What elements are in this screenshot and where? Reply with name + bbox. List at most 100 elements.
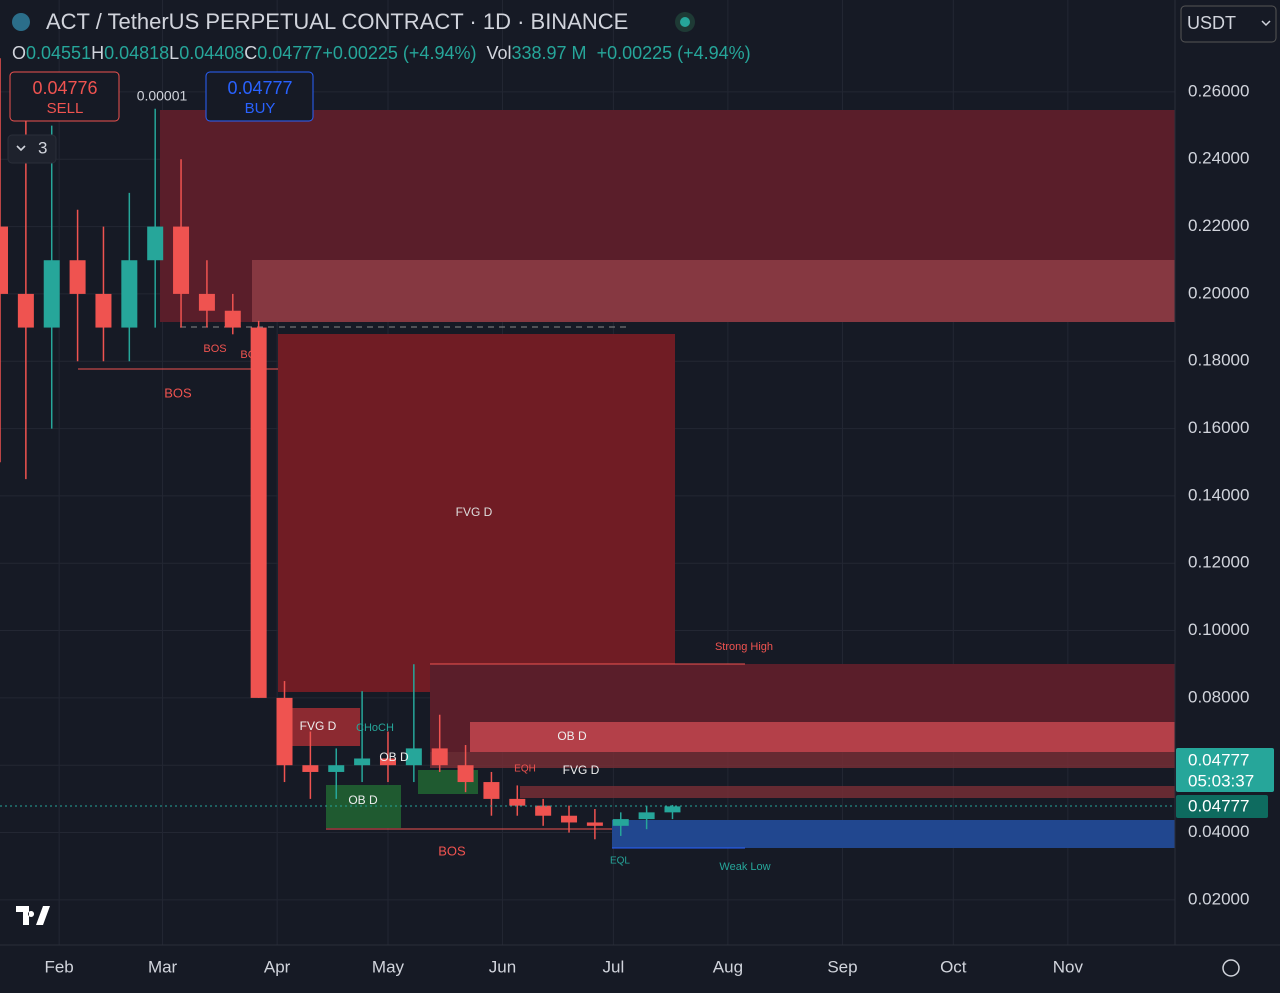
x-tick-label: Apr (264, 957, 291, 976)
price-tag-text: 0.04777 (1188, 796, 1249, 815)
ohlc-part: O (12, 43, 26, 63)
candle-body (224, 310, 241, 328)
logo (12, 13, 30, 31)
price-tags: 0.04777 05:03:37 0.04777 (1176, 748, 1274, 818)
spread: 0.00001 (137, 88, 188, 104)
label: BOS (240, 349, 263, 361)
candle-body (121, 260, 138, 328)
candle-body (535, 805, 552, 816)
y-tick-label: 0.16000 (1188, 418, 1249, 437)
candle-body (586, 822, 603, 826)
candle-body (147, 226, 164, 261)
label: OB D (557, 729, 587, 743)
candle-body (250, 327, 267, 698)
candle-body (69, 260, 86, 294)
candle-body (95, 293, 112, 328)
title: ACT / TetherUS PERPETUAL CONTRACT · 1D ·… (46, 9, 628, 34)
candle-body (638, 812, 655, 820)
x-tick-label: Nov (1053, 957, 1084, 976)
candle-body (17, 293, 34, 328)
ohlc-part: L (169, 43, 179, 63)
y-tick-label: 0.10000 (1188, 620, 1249, 639)
sell-button[interactable] (9, 71, 120, 122)
buy-button[interactable] (205, 71, 314, 122)
candle-body (561, 815, 578, 823)
sell-price: 0.04776 (32, 78, 97, 98)
label: EQL (610, 856, 630, 867)
y-tick-label: 0.02000 (1188, 889, 1249, 908)
candle-body (664, 806, 681, 813)
ohlc-part: +0.00225 (+4.94%) (322, 43, 476, 63)
candle-body (379, 758, 396, 766)
label: BOS (203, 343, 226, 355)
ohlc-part: H (91, 43, 104, 63)
candle-body (302, 765, 319, 772)
candle-body (173, 226, 190, 294)
zone (280, 708, 360, 746)
zone (520, 786, 1175, 798)
status (680, 17, 690, 27)
ohlc-part: +0.00225 (+4.94%) (597, 43, 751, 63)
y-tick-label: 0.24000 (1188, 149, 1249, 168)
y-tick-label: 0.18000 (1188, 351, 1249, 370)
label: Strong High (715, 641, 773, 653)
ohlc-part: 0.04818 (104, 43, 169, 63)
candle-body (612, 819, 629, 826)
x-tick-label: Jun (489, 957, 516, 976)
indicator-count: 3 (38, 138, 47, 157)
y-tick-label: 0.20000 (1188, 283, 1249, 302)
price-tag-text: 0.04777 (1188, 750, 1249, 769)
chevron (1261, 20, 1271, 27)
candle-body (457, 765, 474, 783)
zone (252, 260, 1175, 322)
ohlc-part: 0.04551 (26, 43, 91, 63)
y-tick-label: 0.08000 (1188, 687, 1249, 706)
candle-body (198, 293, 215, 311)
ohlc-part: C (244, 43, 257, 63)
settings[interactable] (1222, 959, 1240, 977)
zone (430, 752, 1175, 768)
chevron (16, 145, 26, 152)
sell-label: SELL (47, 100, 84, 117)
label: OB D (379, 750, 409, 764)
x-tick-label: Jul (602, 957, 624, 976)
zone (470, 722, 1175, 752)
label: BOS (438, 843, 466, 858)
label: FVG D (300, 719, 337, 733)
candle-body (328, 765, 345, 772)
zone (612, 820, 1175, 848)
ohlc-part: 0.04408 (179, 43, 244, 63)
ohlc-part: 0.04777 (257, 43, 322, 63)
candles (0, 58, 681, 840)
indicator-toggle[interactable] (7, 134, 57, 164)
candle-body (483, 782, 500, 799)
currency-select[interactable] (1180, 5, 1277, 43)
x-tick-label: Oct (940, 957, 967, 976)
price-tag (1176, 795, 1268, 818)
x-tick-label: Aug (713, 957, 743, 976)
label: BOS (164, 385, 192, 400)
candle-body (43, 260, 60, 328)
zone (326, 785, 401, 828)
ohlc-part: Vol (486, 43, 511, 63)
y-tick-label: 0.22000 (1188, 216, 1249, 235)
ohlc-part: 338.97 M (512, 43, 587, 63)
zones (78, 110, 1175, 849)
price-tag (1176, 748, 1274, 792)
candle-body (405, 748, 422, 766)
x-tick-label: Mar (148, 957, 178, 976)
x-tick-label: Feb (44, 957, 73, 976)
label: Weak Low (719, 861, 770, 873)
x-tick-label: Sep (827, 957, 857, 976)
zone (278, 334, 675, 692)
label: CHoCH (356, 722, 394, 734)
ohlc: O0.04551H0.04818L0.04408C0.04777+0.00225… (12, 43, 751, 63)
label: FVG D (563, 763, 600, 777)
y-tick-label: 0.26000 (1188, 81, 1249, 100)
logo-mark (16, 906, 50, 925)
candle-body (276, 697, 293, 766)
candle-body (431, 748, 448, 766)
y-tick-label: 0.04000 (1188, 822, 1249, 841)
buy-label: BUY (245, 100, 276, 117)
